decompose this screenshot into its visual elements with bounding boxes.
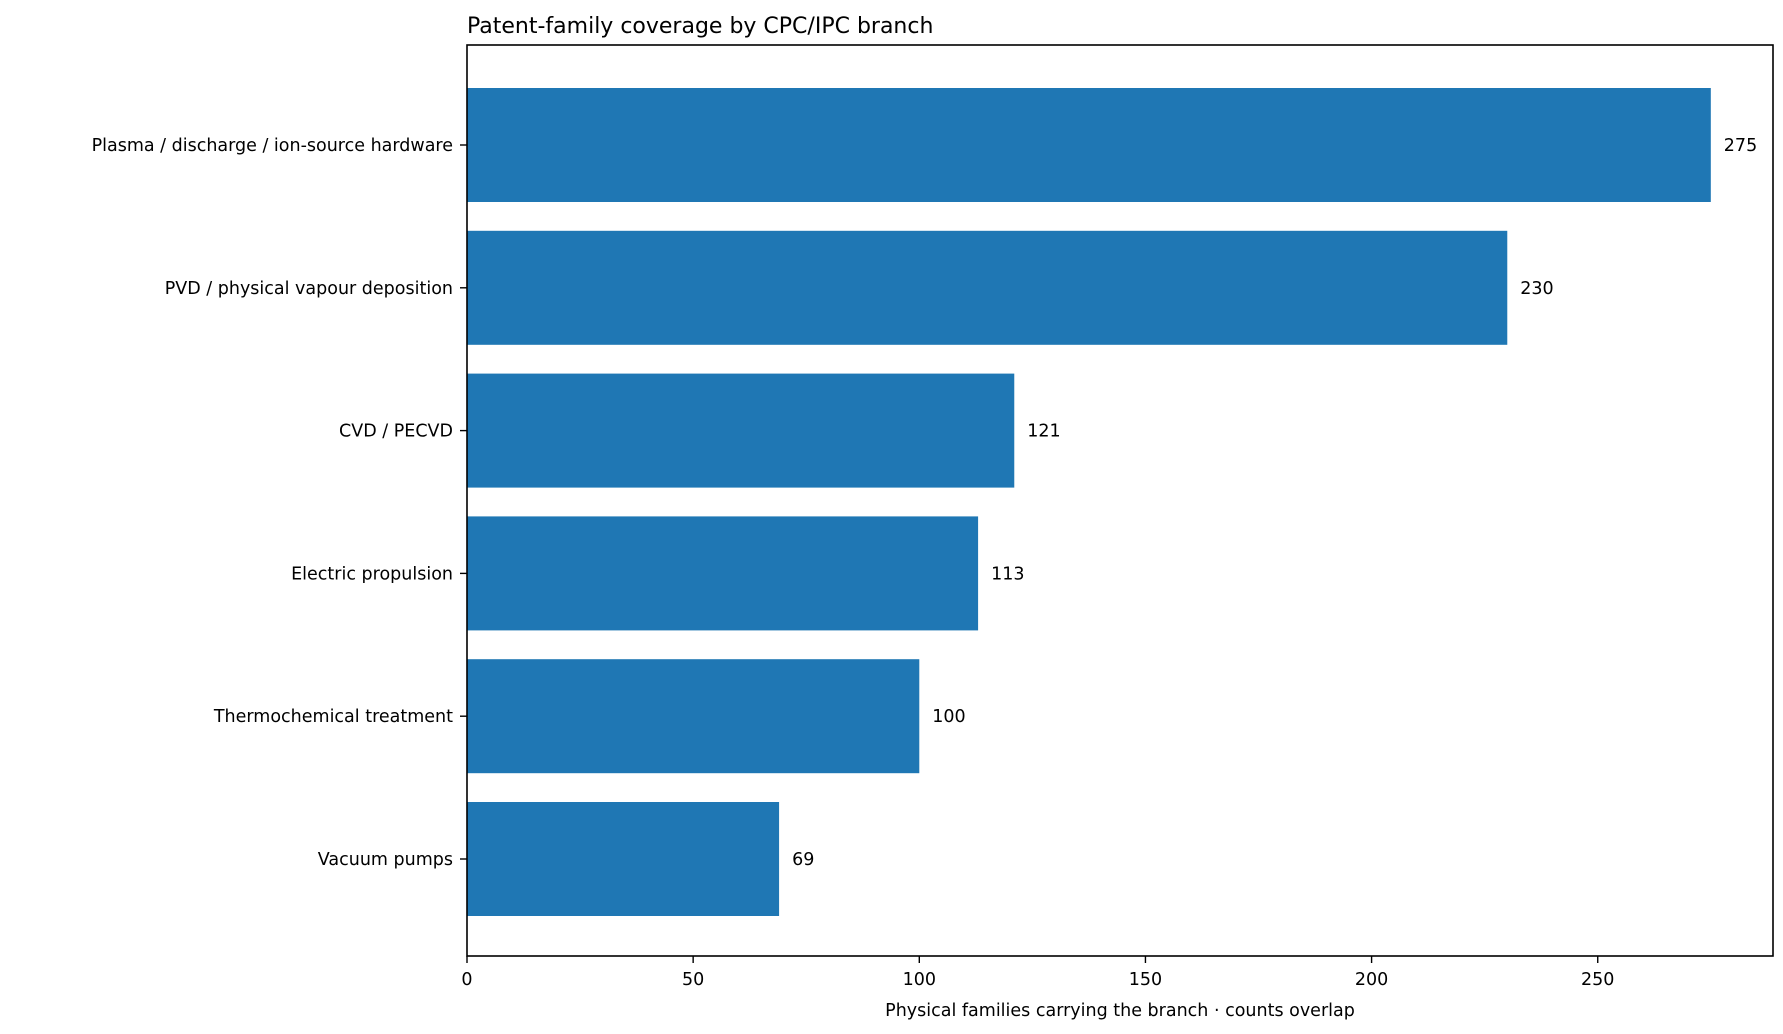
data-labels-group: 275 230 121 113 100 69 (792, 136, 1757, 870)
bar-value-label-1: 230 (1520, 279, 1553, 299)
x-tick-label-1: 50 (682, 970, 704, 990)
y-tick-label-2: CVD / PECVD (339, 422, 453, 442)
plot-frame (466, 44, 1774, 957)
x-axis: 0 50 100 150 200 250 (461, 956, 1614, 990)
x-tick-label-2: 100 (903, 970, 936, 990)
bar-0 (467, 88, 1711, 202)
bars-group (467, 88, 1711, 916)
bar-1 (467, 230, 1508, 345)
bar-value-label-0: 275 (1724, 136, 1757, 156)
x-tick-label-4: 200 (1355, 970, 1388, 990)
y-axis: Plasma / discharge / ion-source hardware… (92, 136, 467, 870)
y-tick-label-0: Plasma / discharge / ion-source hardware (92, 136, 453, 156)
chart-title: Patent-family coverage by CPC/IPC branch (467, 14, 933, 39)
x-axis-label: Physical families carrying the branch · … (885, 1001, 1355, 1021)
bar-3 (467, 516, 979, 631)
bar-value-label-5: 69 (792, 850, 814, 870)
x-tick-label-5: 250 (1581, 970, 1614, 990)
bar-4 (467, 659, 920, 774)
y-tick-label-4: Thermochemical treatment (213, 707, 453, 727)
x-tick-label-3: 150 (1129, 970, 1162, 990)
bar-value-label-4: 100 (932, 707, 965, 727)
bar-value-label-2: 121 (1027, 422, 1060, 442)
bar-5 (467, 802, 780, 916)
y-tick-label-5: Vacuum pumps (318, 850, 453, 870)
y-tick-label-1: PVD / physical vapour deposition (165, 279, 453, 299)
bar-2 (467, 373, 1015, 488)
y-tick-label-3: Electric propulsion (291, 564, 453, 584)
bar-value-label-3: 113 (991, 564, 1024, 584)
x-tick-label-0: 0 (461, 970, 472, 990)
